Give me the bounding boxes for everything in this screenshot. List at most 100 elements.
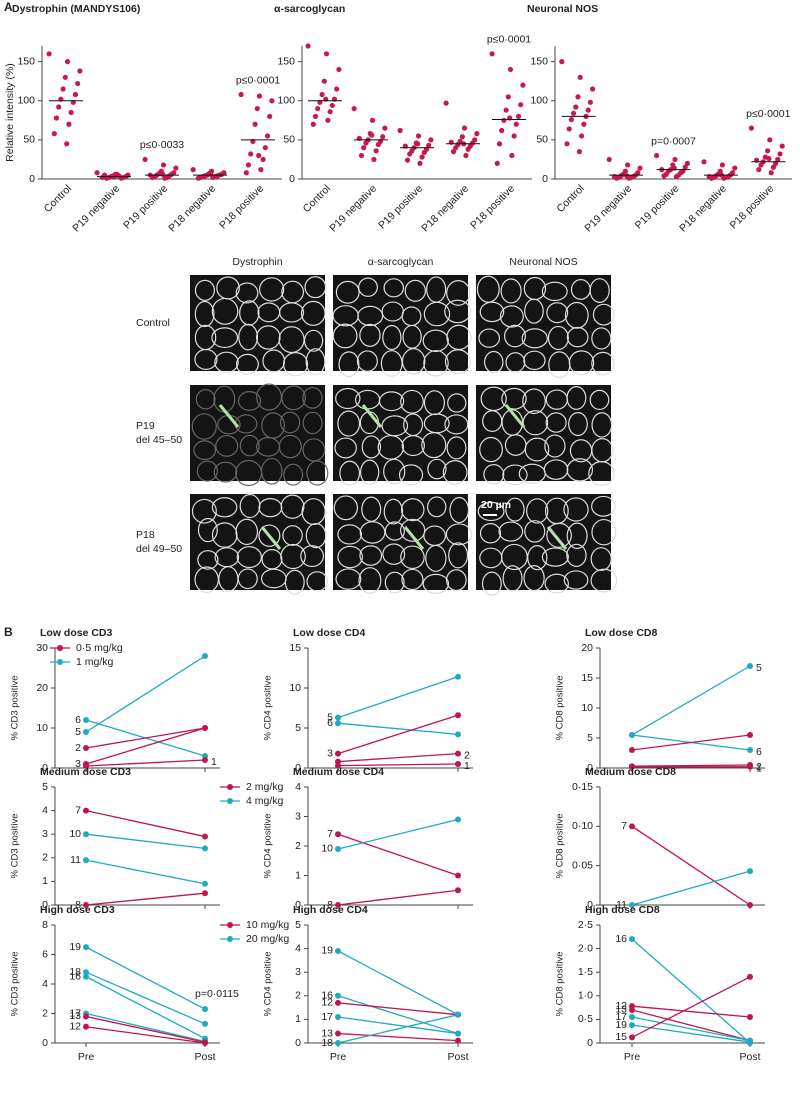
- y-tick-label: 0: [587, 762, 593, 774]
- cell: [499, 305, 524, 328]
- chart-title: Low dose CD3: [40, 627, 113, 639]
- chart-title: High dose CD3: [40, 904, 115, 916]
- dot: [72, 91, 79, 98]
- cell: [566, 522, 588, 550]
- cell: [280, 543, 306, 570]
- cell: [500, 278, 522, 304]
- cell: [359, 545, 383, 566]
- y-tick-label: 10: [289, 682, 301, 694]
- cell: [237, 390, 262, 411]
- point-label: 13: [615, 1004, 627, 1016]
- y-tick-label: 20: [36, 682, 48, 694]
- series-line: [631, 1016, 751, 1042]
- cell: [448, 542, 469, 569]
- y-tick-label: 0: [587, 1037, 593, 1049]
- series-line: [85, 727, 206, 765]
- point: [202, 833, 208, 840]
- point-label: 13: [321, 1027, 333, 1039]
- series-line: [631, 825, 751, 906]
- dot: [327, 109, 333, 115]
- point-label: 6: [75, 714, 81, 726]
- dot: [267, 113, 273, 120]
- x-tick-label: P18 positive: [468, 182, 517, 231]
- cell: [447, 393, 467, 413]
- y-tick-label: 0: [295, 1037, 301, 1049]
- point-label: 2: [756, 761, 762, 773]
- cell: [445, 569, 467, 592]
- series-line: [85, 859, 206, 885]
- point: [83, 857, 89, 864]
- chart-title: Dystrophin (MANDYS106): [12, 3, 140, 15]
- dot: [407, 151, 413, 157]
- cell: [300, 545, 325, 568]
- dot: [587, 99, 594, 105]
- series-line: [337, 818, 459, 850]
- cell: [541, 281, 568, 302]
- point-label: 19: [615, 1019, 627, 1031]
- dot: [426, 142, 432, 148]
- y-tick-label: 2: [42, 1007, 48, 1019]
- cell: [591, 327, 612, 350]
- point: [455, 673, 461, 680]
- dot: [99, 174, 105, 181]
- cell: [215, 435, 239, 457]
- chart-title: Neuronal NOS: [527, 3, 598, 15]
- y-tick-label: 4: [42, 804, 48, 816]
- point: [629, 1022, 635, 1029]
- series-line: [631, 764, 751, 767]
- dot: [494, 160, 500, 166]
- series-line: [631, 1009, 751, 1042]
- cell: [401, 434, 425, 457]
- point: [202, 1006, 208, 1013]
- dot: [770, 164, 777, 170]
- cell-outlines: [477, 495, 618, 596]
- cell: [544, 573, 569, 594]
- dot: [507, 66, 514, 73]
- series-line: [85, 1015, 206, 1043]
- cell: [568, 412, 588, 437]
- y-tick-label: 0: [542, 173, 548, 185]
- dot: [53, 115, 60, 121]
- x-tick-label: P19 negative: [582, 182, 634, 234]
- dot: [336, 66, 342, 73]
- cell: [213, 461, 238, 483]
- dot: [624, 173, 630, 179]
- point: [629, 823, 635, 830]
- cell: [566, 543, 587, 567]
- y-axis-label: % CD4 positive: [263, 676, 274, 741]
- point-label: 17: [321, 1011, 333, 1023]
- y-tick-label: 4: [295, 781, 301, 793]
- point: [83, 1013, 89, 1020]
- point-label: 5: [327, 711, 333, 723]
- panel-label: B: [4, 625, 13, 639]
- y-tick-label: 4: [295, 942, 301, 954]
- dot: [269, 98, 275, 104]
- cell: [235, 282, 259, 304]
- x-tick-label: Pre: [78, 1051, 95, 1063]
- dot: [46, 51, 52, 57]
- cell: [303, 329, 324, 352]
- legend-swatch: [57, 645, 63, 651]
- x-tick-label: Pre: [624, 1051, 641, 1063]
- point: [202, 757, 208, 763]
- cell: [425, 544, 447, 572]
- y-tick-label: 50: [283, 134, 295, 146]
- cell: [543, 459, 569, 480]
- cell: [302, 438, 326, 462]
- micrograph: [190, 494, 325, 590]
- cell: [564, 301, 589, 329]
- point-label: 10: [321, 843, 333, 855]
- y-axis-label: % CD4 positive: [263, 814, 274, 879]
- dot: [654, 152, 660, 159]
- series-line: [85, 655, 206, 733]
- p-value: p≤0·0001: [236, 74, 280, 86]
- dot: [415, 133, 422, 139]
- cell: [279, 411, 301, 434]
- cell: [545, 412, 567, 433]
- cell: [378, 391, 405, 412]
- cell: [191, 413, 217, 440]
- y-tick-label: 2: [42, 852, 48, 864]
- point-label: 16: [69, 970, 81, 982]
- point-label: 17: [615, 1011, 627, 1023]
